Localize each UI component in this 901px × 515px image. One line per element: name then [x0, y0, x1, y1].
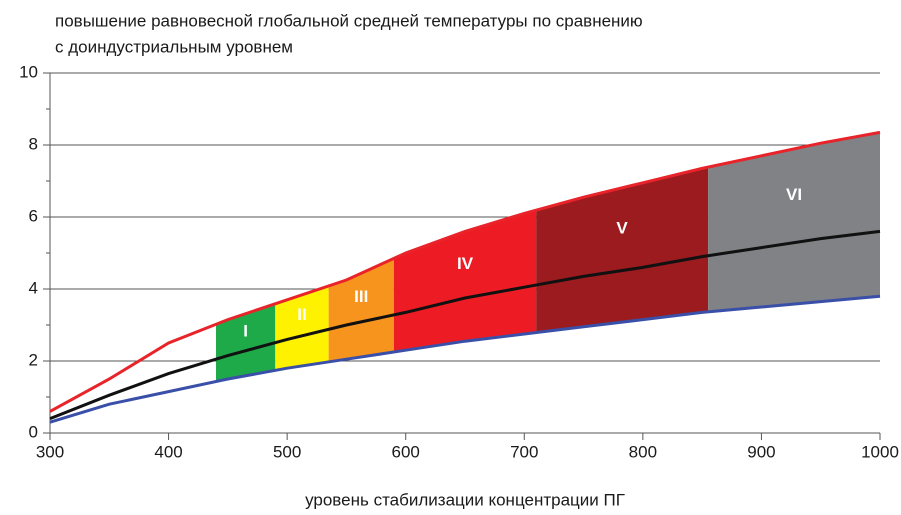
chart-title: повышение равновесной глобальной средней…: [55, 11, 643, 30]
x-axis-label: уровень стабилизации концентрации ПГ: [305, 490, 625, 509]
band: [328, 258, 394, 362]
y-tick-label: 6: [29, 206, 38, 225]
y-tick-label: 0: [29, 422, 38, 441]
y-tick-label: 8: [29, 134, 38, 153]
band-label: III: [354, 287, 368, 306]
band-label: I: [243, 322, 248, 341]
line: [49, 294, 881, 424]
x-tick-label: 700: [510, 442, 538, 461]
band: [536, 167, 709, 333]
x-tick-label: 800: [629, 442, 657, 461]
band: [275, 285, 329, 371]
y-tick-label: 10: [19, 62, 38, 81]
band: [708, 132, 880, 312]
band-label: II: [297, 305, 306, 324]
band: [216, 303, 276, 382]
chart-subtitle: с доиндустриальным уровнем: [55, 37, 293, 56]
band-label: VI: [786, 185, 802, 204]
line: [49, 130, 881, 413]
band-label: V: [616, 219, 628, 238]
x-tick-label: 300: [36, 442, 64, 461]
x-tick-label: 1000: [861, 442, 899, 461]
y-tick-label: 4: [29, 278, 38, 297]
x-tick-label: 900: [747, 442, 775, 461]
y-tick-label: 2: [29, 350, 38, 369]
x-tick-label: 500: [273, 442, 301, 461]
line: [49, 229, 881, 420]
band-label: IV: [457, 254, 474, 273]
x-tick-label: 400: [154, 442, 182, 461]
x-tick-label: 600: [392, 442, 420, 461]
